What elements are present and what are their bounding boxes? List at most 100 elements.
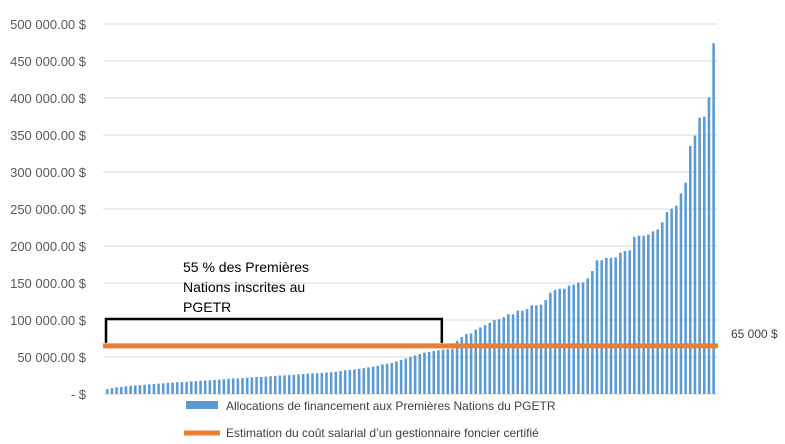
bar <box>418 354 422 394</box>
bar <box>521 310 524 394</box>
bar <box>628 250 631 394</box>
bar <box>283 375 286 394</box>
bar <box>138 385 142 394</box>
bar <box>581 282 585 394</box>
bar <box>483 325 487 394</box>
bar <box>395 361 398 394</box>
bar <box>180 382 184 394</box>
bar <box>357 368 361 394</box>
bar <box>679 193 683 394</box>
bar <box>698 117 701 395</box>
bar <box>143 384 146 394</box>
bar <box>605 257 608 394</box>
bar <box>479 327 482 394</box>
bar <box>703 116 706 394</box>
bar <box>647 234 650 394</box>
bar <box>609 257 613 394</box>
bar <box>311 373 314 394</box>
bar <box>712 43 715 395</box>
bracket-annotation: 55 % des Premières Nations inscrites au … <box>104 259 444 343</box>
bar <box>203 380 207 394</box>
threshold-label: 65 000 $ <box>731 327 778 341</box>
bar <box>567 285 571 394</box>
bar <box>451 348 454 394</box>
y-tick-label: 500 000.00 $ <box>10 17 87 32</box>
bar <box>600 260 603 394</box>
bar <box>133 385 137 394</box>
bar <box>507 314 510 394</box>
bar <box>614 257 617 394</box>
bar <box>166 382 170 394</box>
bar <box>320 372 324 394</box>
bar <box>516 310 520 394</box>
bar <box>278 375 282 394</box>
bar <box>455 340 459 394</box>
bar <box>119 386 123 394</box>
bracket-text-line-1: 55 % des Premières <box>183 259 309 275</box>
bar <box>147 384 151 394</box>
y-tick-label: 250 000.00 $ <box>10 202 87 217</box>
bar <box>684 182 687 394</box>
y-tick-label: 150 000.00 $ <box>10 276 87 291</box>
bar <box>236 378 240 394</box>
bar <box>432 351 436 394</box>
bar <box>446 349 450 394</box>
legend: Allocations de financement aux Premières… <box>184 399 556 440</box>
bar <box>222 379 226 394</box>
y-axis-tick-labels: - $ 50 000.00 $ 100 000.00 $ 150 000.00 $ 20… <box>10 17 87 402</box>
y-tick-label: 50 000.00 $ <box>17 350 86 365</box>
bar <box>553 290 557 394</box>
bar <box>539 304 543 394</box>
bar <box>619 252 622 394</box>
bar <box>241 378 244 394</box>
bar <box>549 292 552 394</box>
bar <box>404 358 408 394</box>
bar <box>689 146 692 394</box>
y-tick-label: 350 000.00 $ <box>10 128 87 143</box>
bracket-text-line-3: PGETR <box>183 299 231 315</box>
bar <box>255 376 258 394</box>
bar <box>189 381 193 394</box>
bar <box>670 208 673 394</box>
bar <box>376 365 380 394</box>
bar <box>413 355 417 394</box>
bracket-line <box>104 317 444 343</box>
legend-bar-label: Allocations de financement aux Premières… <box>226 399 556 413</box>
bar <box>315 373 319 394</box>
bar <box>129 385 132 394</box>
bar <box>343 370 347 394</box>
bar <box>665 212 669 394</box>
bar <box>460 337 464 394</box>
bar <box>642 235 645 394</box>
bar <box>362 368 366 394</box>
bar <box>656 229 659 394</box>
bar <box>110 388 114 394</box>
bar <box>441 349 445 394</box>
bar <box>175 382 179 394</box>
bar <box>497 319 501 394</box>
bar <box>651 231 655 394</box>
bar <box>217 379 221 394</box>
legend-bar-swatch <box>186 401 218 409</box>
bar <box>301 374 305 394</box>
bar <box>297 374 300 394</box>
bar <box>469 333 473 394</box>
bar <box>227 378 230 394</box>
bar <box>493 320 496 394</box>
bar <box>348 369 352 394</box>
bar <box>399 359 403 394</box>
bar <box>623 251 627 394</box>
bar <box>572 284 575 394</box>
bar-series <box>106 43 715 395</box>
bar <box>525 308 529 394</box>
bar <box>367 367 370 394</box>
bar <box>353 369 356 394</box>
bar <box>231 378 235 394</box>
bar <box>409 357 412 394</box>
bar <box>171 382 174 394</box>
bar <box>325 372 328 394</box>
bar <box>390 362 394 394</box>
bar <box>306 373 310 394</box>
bar <box>675 205 678 394</box>
